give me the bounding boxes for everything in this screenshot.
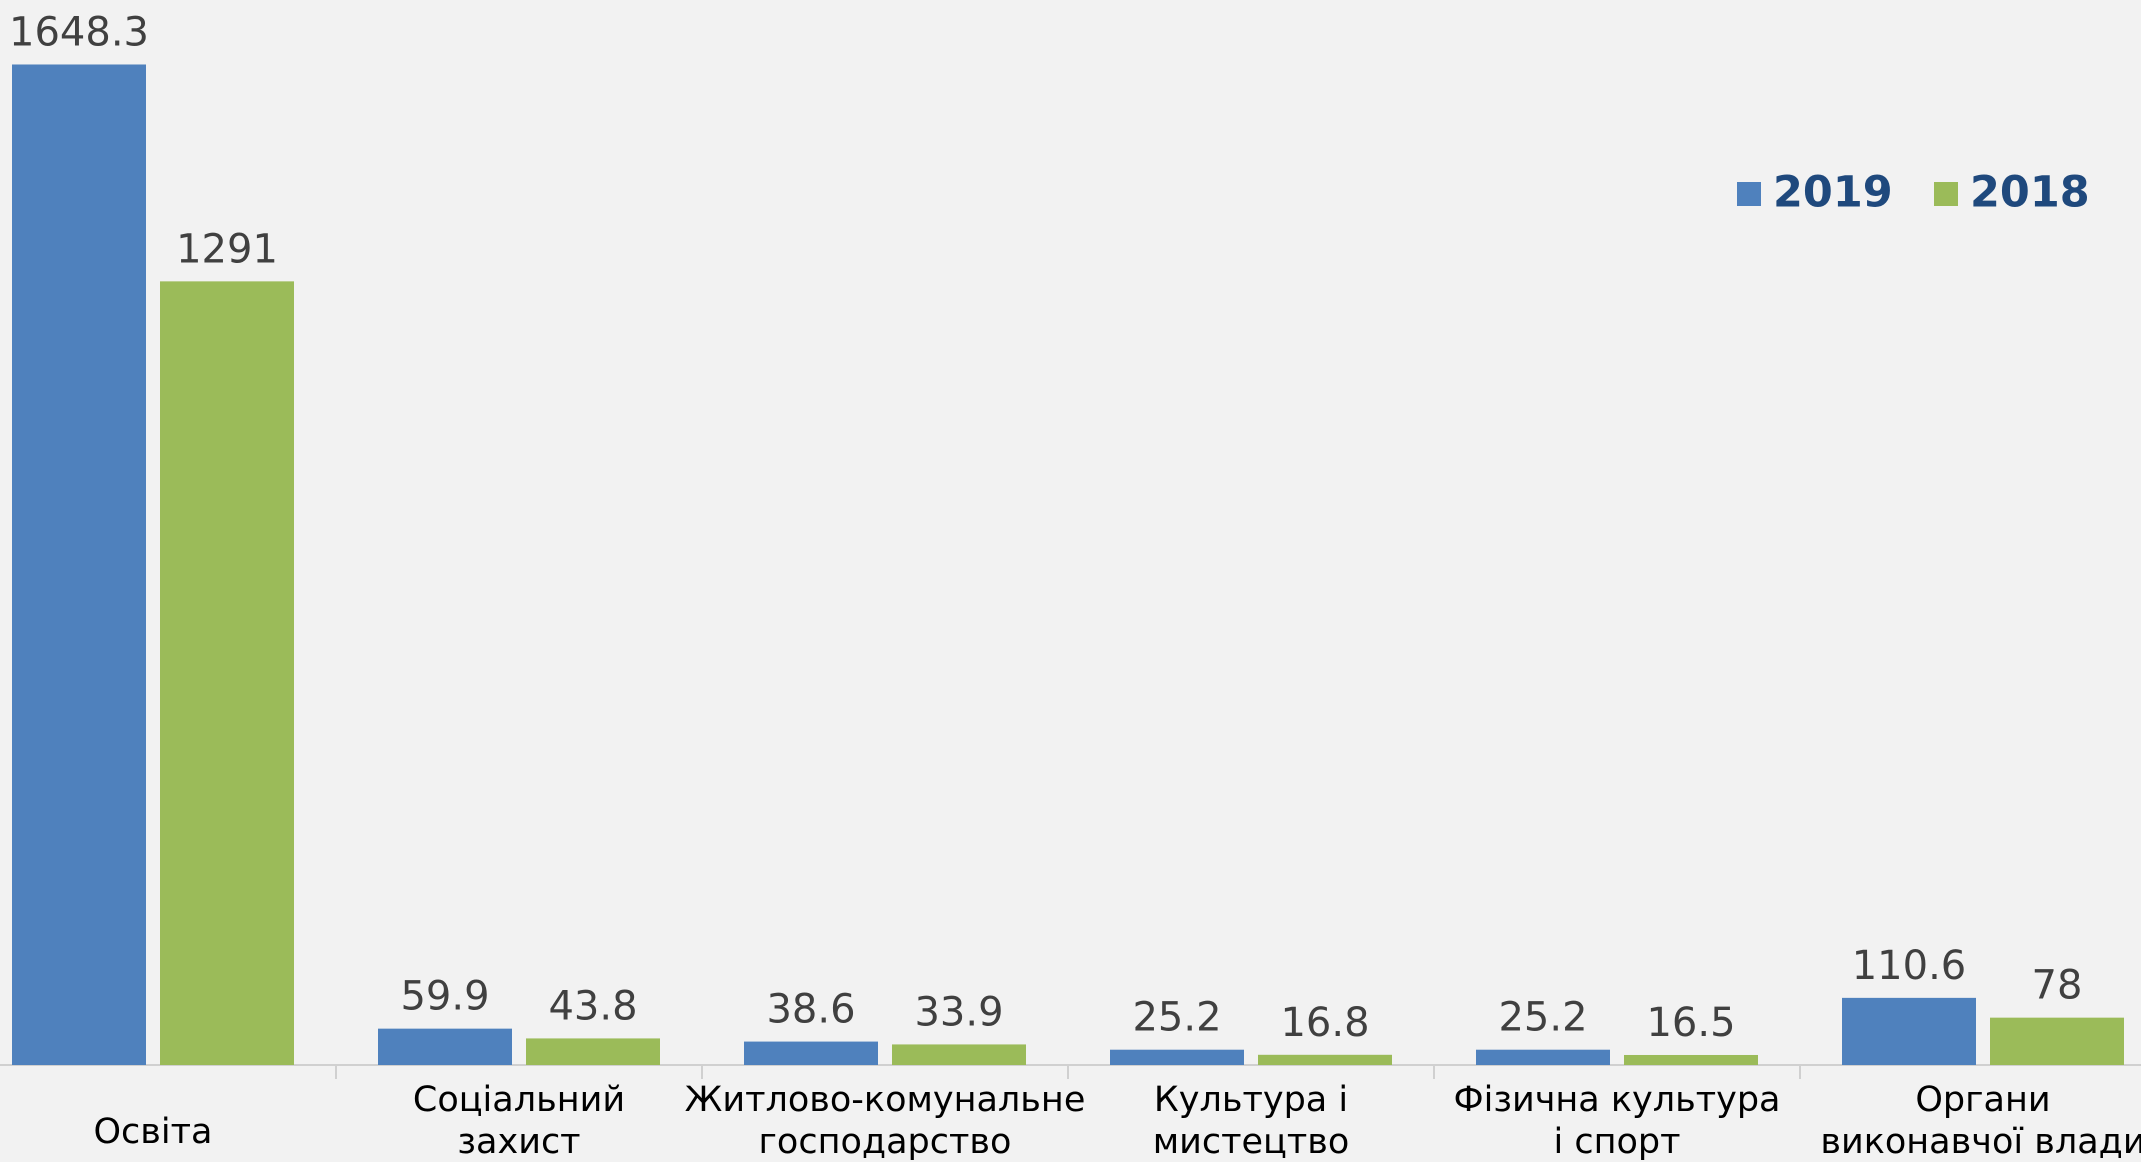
- x-tick-label: Освіта: [94, 1112, 213, 1152]
- data-label: 59.9: [400, 974, 489, 1020]
- x-tick-label: Фізична культура: [1454, 1080, 1781, 1120]
- data-label: 16.8: [1280, 1000, 1369, 1046]
- bar: [1624, 1054, 1758, 1065]
- data-label: 110.6: [1852, 943, 1967, 989]
- x-tick-label: господарство: [759, 1122, 1012, 1162]
- x-tick-label: Культура і: [1154, 1080, 1348, 1120]
- legend-swatch: [1737, 182, 1761, 206]
- bar: [378, 1028, 512, 1065]
- legend-label: 2019: [1773, 168, 1893, 218]
- bar: [160, 281, 294, 1065]
- x-tick-label: мистецтво: [1153, 1122, 1350, 1162]
- legend-label: 2018: [1970, 168, 2090, 218]
- bar: [1258, 1054, 1392, 1065]
- data-label: 16.5: [1646, 1000, 1735, 1046]
- bar: [526, 1038, 660, 1065]
- data-label: 1648.3: [9, 9, 149, 55]
- x-tick-label: захист: [457, 1122, 580, 1162]
- bar: [1476, 1049, 1610, 1065]
- bar: [12, 64, 146, 1065]
- data-label: 43.8: [548, 983, 637, 1029]
- data-label: 78: [2032, 963, 2083, 1009]
- legend-swatch: [1934, 182, 1958, 206]
- x-tick-label: і спорт: [1554, 1122, 1681, 1162]
- bar: [892, 1044, 1026, 1065]
- x-tick-label: Житлово-комунальне: [685, 1080, 1086, 1120]
- data-label: 25.2: [1498, 995, 1587, 1041]
- x-tick-label: Органи: [1915, 1080, 2050, 1120]
- data-label: 33.9: [914, 989, 1003, 1035]
- bar: [1990, 1017, 2124, 1065]
- x-tick-label: виконавчої влади: [1820, 1122, 2141, 1162]
- data-label: 25.2: [1132, 995, 1221, 1041]
- data-label: 38.6: [766, 987, 855, 1033]
- bar: [744, 1041, 878, 1065]
- x-tick-label: Соціальний: [413, 1080, 625, 1120]
- data-label: 1291: [176, 226, 278, 272]
- bar: [1110, 1049, 1244, 1065]
- bar: [1842, 997, 1976, 1065]
